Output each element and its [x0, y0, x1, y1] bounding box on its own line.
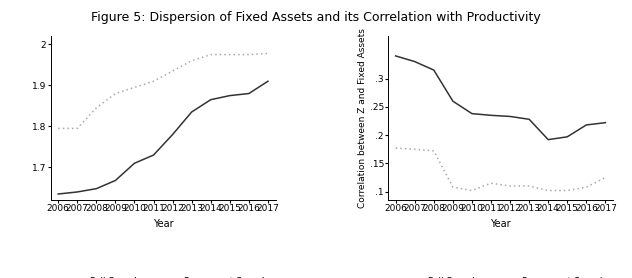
- Text: Figure 5: Dispersion of Fixed Assets and its Correlation with Productivity: Figure 5: Dispersion of Fixed Assets and…: [91, 11, 541, 24]
- X-axis label: Year: Year: [490, 219, 511, 229]
- X-axis label: Year: Year: [153, 219, 173, 229]
- Legend: Full Sample, Permanent Sample: Full Sample, Permanent Sample: [52, 274, 274, 278]
- Legend: Full Sample, Permanent Sample: Full Sample, Permanent Sample: [390, 274, 611, 278]
- Y-axis label: Correlation between Z and Fixed Assets: Correlation between Z and Fixed Assets: [358, 28, 367, 208]
